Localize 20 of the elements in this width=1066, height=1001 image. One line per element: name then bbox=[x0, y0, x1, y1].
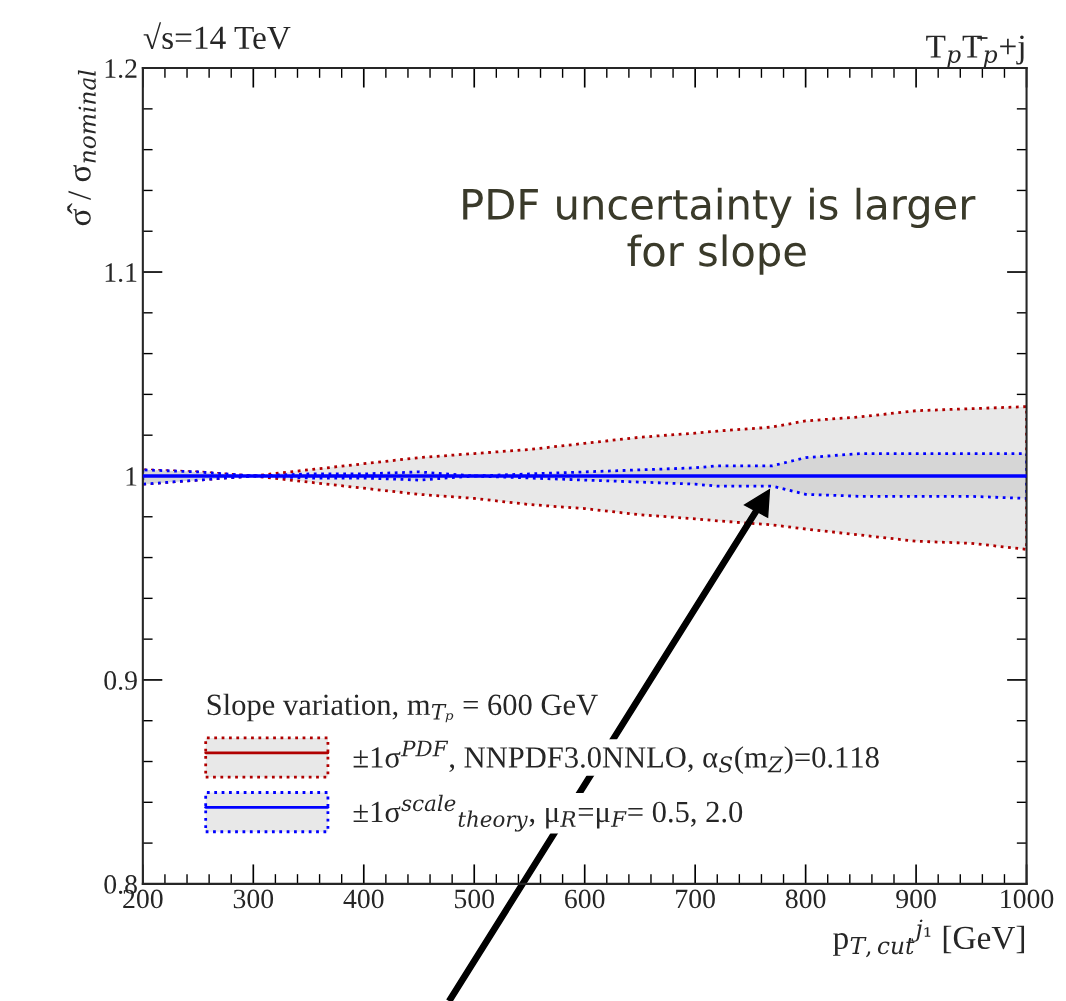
legend-label: ±1σ$^{PDF}$, NNPDF3.0NNLO, α$_{S}$(m$_{Z}$)=0.118 bbox=[353, 740, 879, 774]
annotation: PDF uncertainty is larger for slope bbox=[463, 187, 976, 275]
x-tick-label: 800 bbox=[785, 889, 826, 909]
y-tick-label: 1 bbox=[126, 467, 137, 486]
x-tick-label: 1000 bbox=[1001, 889, 1054, 909]
y-tick-label: 1.1 bbox=[105, 263, 137, 283]
y-tick-label: 0.9 bbox=[104, 671, 137, 690]
x-tick-label: 900 bbox=[896, 889, 936, 909]
x-tick-label: 500 bbox=[455, 889, 495, 909]
chart-title: T$_{p}$T̄$_{p}$+j bbox=[926, 35, 1024, 68]
y-axis-title: σ̂ / σ$_{nominal}$ bbox=[67, 70, 96, 226]
legend-title: Slope variation, m$_{Tₚ}$ = 600 GeV bbox=[207, 693, 598, 723]
y-tick-label: 1.2 bbox=[105, 59, 137, 79]
x-tick-label: 600 bbox=[565, 889, 605, 909]
x-tick-label: 400 bbox=[343, 889, 384, 909]
legend-label: ±1σ$^{scale}$$_{theory}$, μ$_{R}$=μ$_{F}$= 0.5, 2.0 bbox=[353, 794, 743, 832]
x-axis-title: p$_{T,cut}$$^{j₁}$ [GeV] bbox=[833, 919, 1025, 958]
x-tick-label: 700 bbox=[676, 889, 715, 909]
text: √s=14 TeV bbox=[143, 22, 291, 50]
x-tick-label: 300 bbox=[233, 889, 274, 909]
